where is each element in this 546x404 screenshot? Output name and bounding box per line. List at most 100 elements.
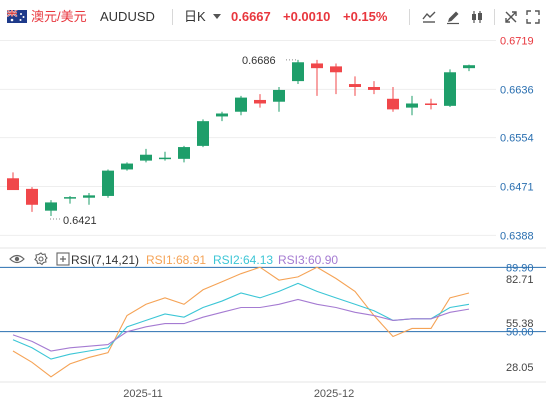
rsi2-line bbox=[12, 282, 470, 360]
indicator-button[interactable] bbox=[418, 7, 440, 27]
draw-tool-button[interactable] bbox=[442, 7, 464, 27]
gear-icon[interactable] bbox=[34, 252, 48, 266]
rsi-tick-label: 28.05 bbox=[506, 362, 534, 374]
candle bbox=[330, 63, 342, 95]
candle-body bbox=[102, 170, 114, 196]
symbol-code[interactable]: AUDUSD bbox=[100, 9, 155, 24]
compare-button[interactable] bbox=[500, 7, 522, 27]
price-change: +0.0010 bbox=[283, 9, 331, 24]
candles-layer bbox=[7, 59, 475, 216]
candle bbox=[254, 94, 266, 108]
candle-body bbox=[406, 103, 418, 108]
candle-body bbox=[463, 65, 475, 69]
candle-body bbox=[140, 154, 152, 161]
pencil-icon bbox=[447, 11, 459, 25]
candle bbox=[235, 95, 247, 116]
line-chart-icon bbox=[422, 11, 436, 23]
rsi2-value: RSI2:64.13 bbox=[213, 253, 274, 267]
candle bbox=[7, 172, 19, 191]
pair-name[interactable]: 澳元/美元 bbox=[31, 9, 87, 24]
price-tick-label: 0.6719 bbox=[500, 35, 534, 47]
toolbar-divider bbox=[172, 9, 173, 25]
compare-icon bbox=[505, 11, 517, 23]
candle bbox=[45, 200, 57, 216]
candle-body bbox=[83, 195, 95, 198]
candle-body bbox=[45, 202, 57, 211]
price-change-percent: +0.15% bbox=[343, 9, 388, 24]
candle bbox=[463, 64, 475, 72]
candle-body bbox=[7, 178, 19, 191]
candle-body bbox=[159, 157, 171, 160]
eye-icon[interactable] bbox=[9, 252, 25, 266]
rsi1-value: RSI1:68.91 bbox=[146, 253, 207, 267]
rsi-header: RSI(7,14,21) RSI1:68.91 RSI2:64.13 RSI3:… bbox=[0, 250, 546, 268]
price-tick-label: 0.6388 bbox=[500, 230, 534, 242]
last-price: 0.6667 bbox=[231, 9, 271, 24]
price-gridlines bbox=[0, 39, 496, 236]
rsi-tick-label: 89.90 bbox=[506, 262, 534, 274]
add-box-icon[interactable] bbox=[56, 252, 70, 266]
toolbar-divider bbox=[494, 9, 495, 25]
candle-body bbox=[349, 84, 361, 87]
high-price-label: 0.6686 bbox=[242, 55, 276, 67]
rsi-tick-label: 82.71 bbox=[506, 274, 534, 286]
candle-body bbox=[121, 163, 133, 170]
candle-body bbox=[387, 98, 399, 110]
candle bbox=[83, 193, 95, 205]
price-tick-label: 0.6554 bbox=[500, 133, 534, 145]
chevron-down-icon[interactable] bbox=[213, 14, 221, 19]
candle-body bbox=[64, 197, 76, 199]
candle bbox=[311, 59, 323, 96]
toolbar-divider bbox=[409, 9, 410, 25]
candle bbox=[368, 81, 380, 95]
time-tick-label: 2025-12 bbox=[314, 388, 354, 400]
candle bbox=[178, 145, 190, 163]
candle bbox=[387, 87, 399, 112]
candle bbox=[444, 69, 456, 108]
price-axis: 0.6719 0.6636 0.6554 0.6471 0.6388 bbox=[500, 35, 534, 242]
rsi1-line bbox=[12, 266, 470, 378]
rsi3-value: RSI3:60.90 bbox=[278, 253, 339, 267]
candle bbox=[64, 195, 76, 204]
candle-body bbox=[197, 121, 209, 146]
candle-body bbox=[254, 99, 266, 104]
fullscreen-button[interactable] bbox=[522, 7, 544, 27]
candle bbox=[197, 119, 209, 148]
candle-body bbox=[311, 63, 323, 69]
candle-body bbox=[26, 188, 38, 205]
candle-body bbox=[368, 87, 380, 90]
candle-body bbox=[235, 97, 247, 112]
candle bbox=[273, 87, 285, 112]
candle-body bbox=[178, 147, 190, 159]
candle-style-button[interactable] bbox=[466, 7, 488, 27]
candle-body bbox=[425, 103, 437, 105]
candle-body bbox=[273, 89, 285, 102]
low-price-label: 0.6421 bbox=[63, 215, 97, 227]
time-tick-label: 2025-11 bbox=[123, 388, 163, 400]
candle bbox=[121, 162, 133, 171]
period-selector[interactable]: 日K bbox=[184, 9, 206, 24]
candle-body bbox=[330, 66, 342, 73]
candle bbox=[140, 148, 152, 163]
time-axis: 2025-11 2025-12 bbox=[0, 381, 546, 400]
annotations: 0.6686 0.6421 bbox=[50, 55, 296, 227]
candle bbox=[26, 187, 38, 212]
australia-flag-icon bbox=[7, 10, 27, 23]
expand-icon bbox=[526, 10, 540, 24]
candle-body bbox=[292, 62, 304, 82]
candle-body bbox=[216, 113, 228, 117]
candle bbox=[425, 98, 437, 110]
price-tick-label: 0.6471 bbox=[500, 182, 534, 194]
rsi-tick-label: 55.38 bbox=[506, 318, 534, 330]
candle bbox=[292, 59, 304, 85]
candle bbox=[216, 111, 228, 122]
candlestick-icon bbox=[472, 11, 482, 23]
candle-body bbox=[444, 72, 456, 106]
rsi-title: RSI(7,14,21) bbox=[71, 253, 140, 267]
rsi3-line bbox=[12, 298, 470, 352]
candle bbox=[159, 151, 171, 161]
candle bbox=[102, 169, 114, 198]
